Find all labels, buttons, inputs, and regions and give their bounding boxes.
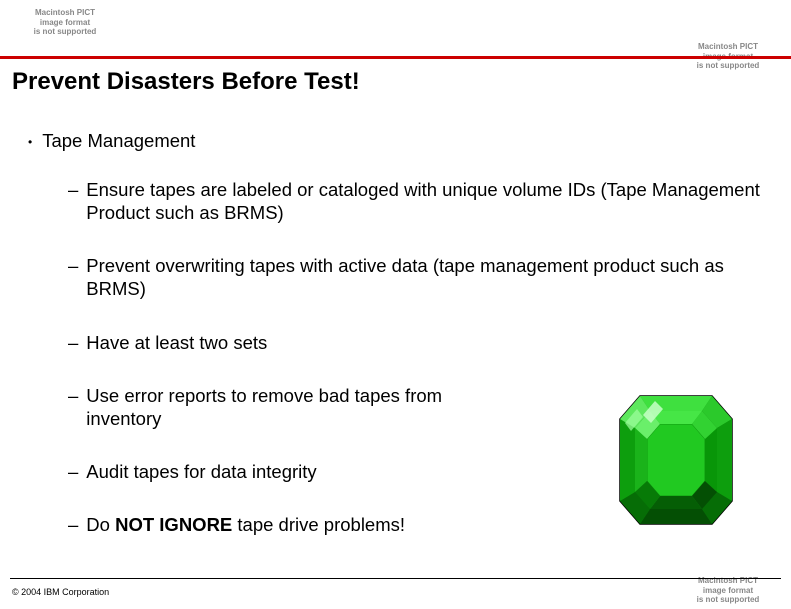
copyright-text: © 2004 IBM Corporation	[12, 587, 109, 597]
dash-icon: –	[68, 331, 78, 354]
title-divider	[0, 56, 791, 59]
last-bullet-suffix: tape drive problems!	[232, 514, 405, 535]
slide-title: Prevent Disasters Before Test!	[12, 68, 360, 96]
sub-bullet-item: – Have at least two sets	[68, 331, 771, 354]
dash-icon: –	[68, 513, 78, 536]
footer-divider	[10, 578, 781, 579]
main-bullet-text: Tape Management	[42, 130, 195, 152]
sub-bullet-text-emphasis: Do NOT IGNORE tape drive problems!	[86, 513, 405, 536]
pict-placeholder-top-left: Macintosh PICTimage formatis not support…	[10, 8, 120, 37]
sub-bullet-text: Prevent overwriting tapes with active da…	[86, 254, 771, 300]
sub-bullet-text: Ensure tapes are labeled or cataloged wi…	[86, 178, 771, 224]
sub-bullet-item: – Prevent overwriting tapes with active …	[68, 254, 771, 300]
last-bullet-prefix: Do	[86, 514, 115, 535]
last-bullet-bold: NOT IGNORE	[115, 514, 232, 535]
emerald-gem-icon	[615, 391, 737, 529]
dash-icon: –	[68, 254, 78, 277]
pict-placeholder-bottom-right: Macintosh PICTimage formatis not support…	[673, 576, 783, 605]
sub-bullet-text: Have at least two sets	[86, 331, 267, 354]
sub-bullet-text: Audit tapes for data integrity	[86, 460, 316, 483]
dash-icon: –	[68, 460, 78, 483]
sub-bullet-text: Use error reports to remove bad tapes fr…	[86, 384, 506, 430]
bullet-dot-icon: •	[28, 135, 32, 149]
sub-bullet-item: – Ensure tapes are labeled or cataloged …	[68, 178, 771, 224]
dash-icon: –	[68, 384, 78, 407]
dash-icon: –	[68, 178, 78, 201]
main-bullet: • Tape Management	[20, 130, 771, 152]
